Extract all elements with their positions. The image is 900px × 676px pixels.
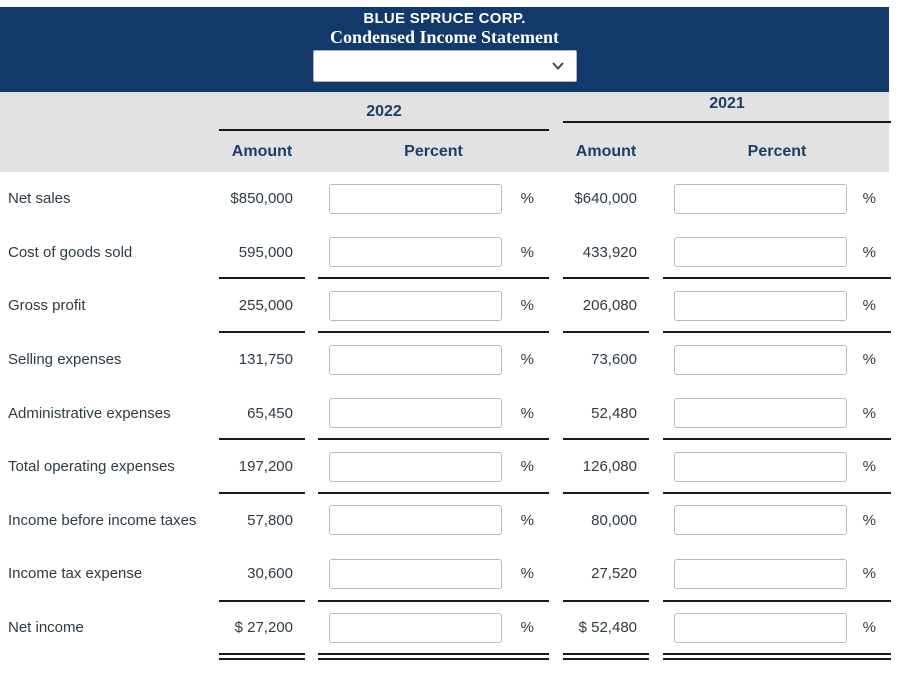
year-header-2022: 2022 bbox=[219, 103, 549, 131]
table-row-income-before-income-taxes: Income before income taxes 57,800 % 80,0… bbox=[0, 494, 891, 548]
company-name: BLUE SPRUCE CORP. bbox=[363, 10, 526, 27]
percent-sign: % bbox=[862, 351, 876, 369]
row-label: Net income bbox=[8, 619, 84, 637]
column-header-band: 2022 Amount Percent 2021 Amount Percent bbox=[0, 92, 891, 172]
table-row-cost-of-goods-sold: Cost of goods sold 595,000 % 433,920 % bbox=[0, 226, 891, 280]
percent-input-2022-cost-of-goods-sold[interactable] bbox=[329, 237, 502, 268]
percent-input-2021-selling-expenses[interactable] bbox=[674, 344, 847, 375]
percent-sign: % bbox=[520, 190, 534, 208]
percent-input-2021-income-before-income-taxes[interactable] bbox=[674, 505, 847, 536]
row-label: Total operating expenses bbox=[8, 458, 175, 476]
amount-2021: 52,480 bbox=[591, 404, 637, 422]
percent-input-2022-total-operating-expenses[interactable] bbox=[329, 451, 502, 482]
table-row-net-sales: Net sales $850,000 % $640,000 % bbox=[0, 172, 891, 226]
amount-2022: $ 27,200 bbox=[234, 619, 293, 637]
table-row-administrative-expenses: Administrative expenses 65,450 % 52,480 … bbox=[0, 386, 891, 440]
percent-input-2021-net-sales[interactable] bbox=[674, 183, 847, 214]
row-label: Selling expenses bbox=[8, 351, 122, 369]
row-label: Net sales bbox=[8, 190, 71, 208]
statement-header: BLUE SPRUCE CORP. Condensed Income State… bbox=[0, 7, 889, 92]
amount-2021: 73,600 bbox=[591, 351, 637, 369]
row-label: Administrative expenses bbox=[8, 404, 171, 422]
percent-input-2021-administrative-expenses[interactable] bbox=[674, 398, 847, 429]
percent-sign: % bbox=[862, 243, 876, 261]
amount-2021: $640,000 bbox=[574, 190, 637, 208]
statement-rows: Net sales $850,000 % $640,000 % Cost of … bbox=[0, 172, 891, 668]
percent-sign: % bbox=[862, 297, 876, 315]
amount-2021: 126,080 bbox=[582, 458, 637, 476]
percent-input-2022-income-before-income-taxes[interactable] bbox=[329, 505, 502, 536]
percent-input-2021-total-operating-expenses[interactable] bbox=[674, 451, 847, 482]
percent-input-2022-selling-expenses[interactable] bbox=[329, 344, 502, 375]
row-label: Gross profit bbox=[8, 297, 86, 315]
percent-sign: % bbox=[520, 565, 534, 583]
row-label: Cost of goods sold bbox=[8, 243, 133, 261]
amount-2022: $850,000 bbox=[230, 190, 293, 208]
percent-sign: % bbox=[862, 190, 876, 208]
row-label: Income tax expense bbox=[8, 565, 143, 583]
year-group-2022: 2022 Amount Percent bbox=[219, 103, 549, 172]
amount-header-2022: Amount bbox=[231, 143, 293, 160]
percent-input-2022-net-income[interactable] bbox=[329, 612, 502, 643]
amount-2022: 30,600 bbox=[247, 565, 293, 583]
percent-input-2021-income-tax-expense[interactable] bbox=[674, 558, 847, 589]
percent-input-2022-administrative-expenses[interactable] bbox=[329, 398, 502, 429]
percent-input-2022-income-tax-expense[interactable] bbox=[329, 558, 502, 589]
amount-2022: 131,750 bbox=[238, 351, 293, 369]
percent-header-2022: Percent bbox=[404, 143, 463, 160]
year-header-2021: 2021 bbox=[563, 95, 891, 123]
percent-sign: % bbox=[862, 619, 876, 637]
statement-title: Condensed Income Statement bbox=[330, 27, 559, 47]
amount-header-2021: Amount bbox=[575, 143, 637, 160]
percent-sign: % bbox=[862, 565, 876, 583]
amount-2022: 65,450 bbox=[247, 404, 293, 422]
percent-sign: % bbox=[862, 458, 876, 476]
amount-2021: 433,920 bbox=[582, 243, 637, 261]
percent-sign: % bbox=[520, 351, 534, 369]
percent-input-2021-cost-of-goods-sold[interactable] bbox=[674, 237, 847, 268]
table-row-income-tax-expense: Income tax expense 30,600 % 27,520 % bbox=[0, 547, 891, 601]
period-select[interactable] bbox=[313, 50, 577, 82]
percent-sign: % bbox=[520, 511, 534, 529]
row-label: Income before income taxes bbox=[8, 511, 197, 529]
table-row-net-income: Net income $ 27,200 % $ 52,480 % bbox=[0, 601, 891, 655]
percent-sign: % bbox=[520, 297, 534, 315]
table-row-selling-expenses: Selling expenses 131,750 % 73,600 % bbox=[0, 333, 891, 387]
table-row-gross-profit: Gross profit 255,000 % 206,080 % bbox=[0, 279, 891, 333]
amount-2021: 80,000 bbox=[591, 511, 637, 529]
amount-2022: 197,200 bbox=[238, 458, 293, 476]
year-group-2021: 2021 Amount Percent bbox=[563, 95, 891, 172]
percent-sign: % bbox=[520, 458, 534, 476]
percent-input-2021-net-income[interactable] bbox=[674, 612, 847, 643]
amount-2021: $ 52,480 bbox=[578, 619, 637, 637]
percent-sign: % bbox=[520, 404, 534, 422]
percent-input-2022-net-sales[interactable] bbox=[329, 183, 502, 214]
percent-input-2022-gross-profit[interactable] bbox=[329, 290, 502, 321]
percent-header-2021: Percent bbox=[747, 143, 807, 160]
amount-2021: 27,520 bbox=[591, 565, 637, 583]
percent-input-2021-gross-profit[interactable] bbox=[674, 290, 847, 321]
percent-sign: % bbox=[520, 243, 534, 261]
amount-2022: 595,000 bbox=[238, 243, 293, 261]
chevron-down-icon bbox=[552, 62, 564, 70]
amount-2022: 57,800 bbox=[247, 511, 293, 529]
percent-sign: % bbox=[520, 619, 534, 637]
percent-sign: % bbox=[862, 511, 876, 529]
amount-2022: 255,000 bbox=[238, 297, 293, 315]
amount-2021: 206,080 bbox=[582, 297, 637, 315]
percent-sign: % bbox=[862, 404, 876, 422]
table-row-total-operating-expenses: Total operating expenses 197,200 % 126,0… bbox=[0, 440, 891, 494]
